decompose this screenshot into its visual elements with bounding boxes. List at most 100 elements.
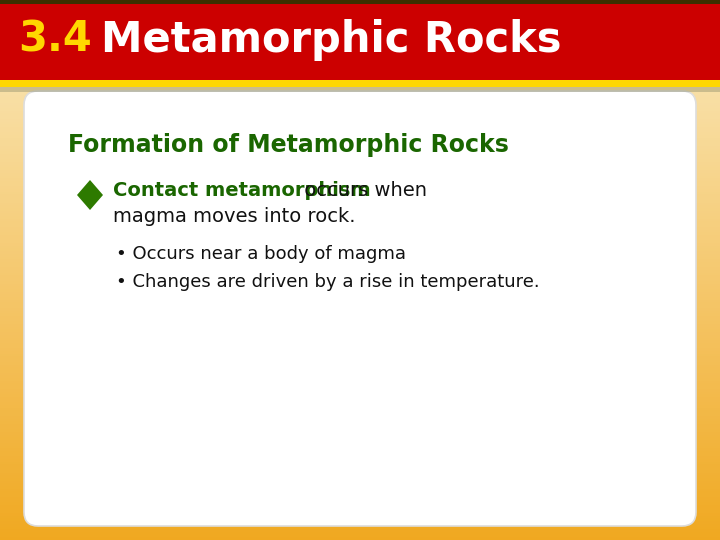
- Bar: [0, 70, 720, 73]
- Bar: [0, 84, 720, 86]
- Bar: [0, 351, 720, 354]
- Bar: [0, 521, 720, 524]
- Bar: [0, 165, 720, 167]
- Bar: [0, 475, 720, 478]
- Bar: [0, 238, 720, 240]
- Bar: [0, 467, 720, 470]
- Bar: [0, 202, 720, 205]
- Bar: [0, 510, 720, 513]
- Bar: [0, 459, 720, 462]
- Bar: [0, 400, 720, 402]
- Bar: [0, 532, 720, 535]
- Bar: [0, 92, 720, 94]
- Bar: [0, 151, 720, 154]
- Bar: [0, 78, 720, 81]
- Bar: [0, 24, 720, 27]
- Bar: [0, 397, 720, 400]
- Bar: [0, 386, 720, 389]
- Bar: [0, 278, 720, 281]
- Bar: [0, 105, 720, 108]
- Bar: [0, 524, 720, 526]
- Bar: [0, 103, 720, 105]
- Bar: [0, 394, 720, 397]
- Text: 3.4: 3.4: [18, 19, 91, 61]
- Bar: [0, 87, 720, 92]
- Bar: [0, 97, 720, 100]
- Bar: [0, 0, 720, 4]
- Bar: [0, 232, 720, 235]
- Bar: [0, 367, 720, 370]
- Bar: [0, 462, 720, 464]
- Bar: [0, 51, 720, 54]
- Bar: [0, 454, 720, 456]
- Bar: [0, 43, 720, 46]
- Bar: [0, 157, 720, 159]
- Bar: [0, 30, 720, 32]
- Text: Metamorphic Rocks: Metamorphic Rocks: [72, 19, 562, 61]
- Bar: [0, 451, 720, 454]
- Bar: [0, 224, 720, 227]
- Bar: [0, 456, 720, 459]
- Bar: [0, 275, 720, 278]
- Bar: [0, 59, 720, 62]
- Bar: [0, 27, 720, 30]
- Bar: [0, 167, 720, 170]
- Bar: [0, 57, 720, 59]
- Polygon shape: [77, 180, 103, 210]
- Bar: [0, 184, 720, 186]
- Bar: [0, 86, 720, 89]
- Bar: [0, 443, 720, 445]
- Bar: [0, 119, 720, 122]
- Bar: [0, 383, 720, 386]
- Bar: [0, 416, 720, 418]
- Bar: [0, 32, 720, 35]
- Bar: [0, 289, 720, 292]
- Bar: [0, 194, 720, 197]
- Bar: [0, 62, 720, 65]
- Bar: [0, 359, 720, 362]
- Bar: [0, 76, 720, 78]
- Bar: [0, 418, 720, 421]
- Bar: [0, 100, 720, 103]
- Bar: [0, 267, 720, 270]
- Bar: [0, 370, 720, 373]
- Bar: [0, 327, 720, 329]
- Bar: [0, 432, 720, 435]
- Bar: [0, 208, 720, 211]
- Bar: [0, 472, 720, 475]
- Bar: [0, 497, 720, 500]
- Bar: [0, 243, 720, 246]
- Bar: [0, 338, 720, 340]
- Bar: [0, 389, 720, 392]
- Text: Formation of Metamorphic Rocks: Formation of Metamorphic Rocks: [68, 133, 509, 157]
- Bar: [0, 448, 720, 451]
- Bar: [0, 205, 720, 208]
- Bar: [0, 5, 720, 8]
- Bar: [0, 294, 720, 297]
- Bar: [0, 478, 720, 481]
- Bar: [0, 65, 720, 68]
- Bar: [0, 356, 720, 359]
- Bar: [0, 216, 720, 219]
- Bar: [0, 302, 720, 305]
- Bar: [0, 446, 720, 448]
- Bar: [0, 124, 720, 127]
- Bar: [0, 200, 720, 202]
- Bar: [0, 408, 720, 410]
- Bar: [0, 54, 720, 57]
- Bar: [0, 364, 720, 367]
- Bar: [0, 513, 720, 516]
- Bar: [0, 251, 720, 254]
- Bar: [0, 437, 720, 440]
- Bar: [0, 140, 720, 143]
- Bar: [0, 113, 720, 116]
- Bar: [0, 429, 720, 432]
- Bar: [0, 402, 720, 405]
- Bar: [0, 170, 720, 173]
- Bar: [0, 300, 720, 302]
- Bar: [0, 38, 720, 40]
- Bar: [0, 308, 720, 310]
- Bar: [0, 313, 720, 316]
- Bar: [0, 343, 720, 346]
- Text: Contact metamorphism: Contact metamorphism: [113, 181, 371, 200]
